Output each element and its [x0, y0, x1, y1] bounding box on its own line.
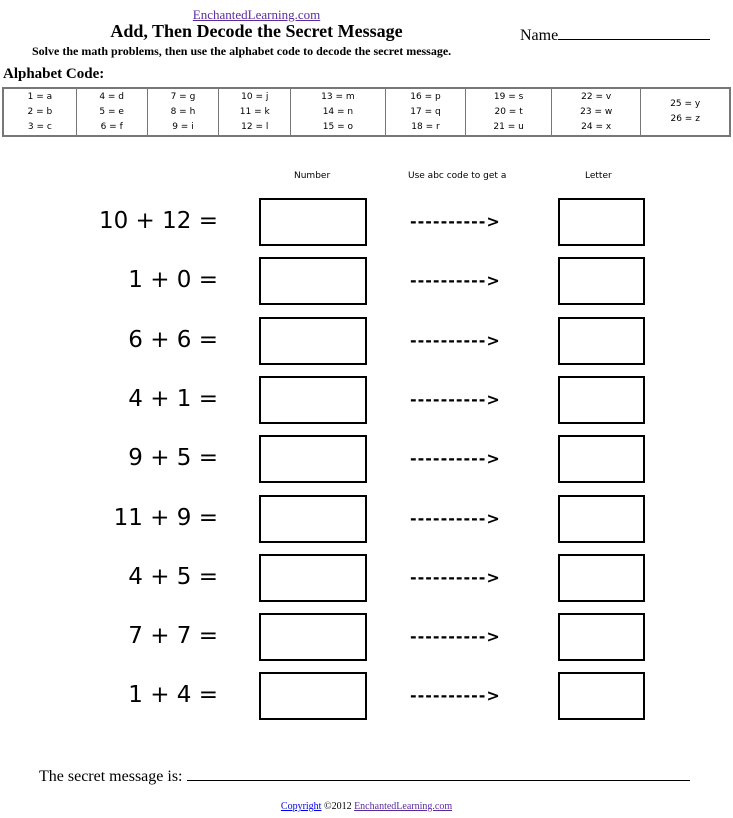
letter-answer-box[interactable]: [558, 316, 645, 365]
code-entry: 19 = s: [493, 91, 524, 102]
code-entry: 15 = o: [322, 121, 354, 132]
code-cell: 19 = s 20 = t 21 = u: [465, 87, 552, 137]
name-line: [558, 24, 711, 40]
code-entry: 1 = a: [27, 91, 53, 102]
code-entry: 26 = z: [670, 114, 700, 124]
code-cell: 16 = p 17 = q 18 = r: [384, 87, 467, 137]
arrow: ---------->: [410, 212, 501, 231]
code-entry: 21 = u: [493, 121, 524, 132]
code-entry: 23 = w: [580, 106, 613, 117]
alphabet-code-table: 1 = a 2 = b 3 = c 4 = d 5 = e 6 = f 7 = g 8 = h…: [2, 87, 731, 137]
code-cell: 13 = m 14 = n 15 = o: [290, 87, 386, 137]
code-entry: 16 = p: [410, 91, 441, 102]
code-entry: 5 = e: [99, 106, 124, 117]
letter-answer-box[interactable]: [558, 494, 645, 543]
number-answer-box[interactable]: [259, 672, 367, 721]
copyright: Copyright ©2012 EnchantedLearning.com: [0, 801, 733, 812]
code-entry: 14 = n: [322, 106, 354, 117]
letter-answer-box[interactable]: [558, 435, 645, 484]
letter-answer-box[interactable]: [558, 375, 645, 424]
letter-answer-box[interactable]: [558, 553, 645, 602]
arrow: ---------->: [410, 330, 501, 350]
code-entry: 12 = l: [241, 121, 269, 132]
number-answer-box[interactable]: [259, 198, 367, 246]
secret-answer-line: [186, 766, 690, 781]
code-entry: 25 = y: [670, 99, 701, 109]
code-entry: 2 = b: [27, 106, 53, 117]
code-entry: 17 = q: [410, 106, 441, 117]
code-cell: 1 = a 2 = b 3 = c: [2, 87, 77, 137]
secret-message: The secret message is:: [39, 766, 690, 786]
arrow: ---------->: [410, 627, 501, 647]
alphabet-code-label: Alphabet Code:: [3, 66, 105, 82]
page-title: Add, Then Decode the Secret Message: [110, 21, 403, 41]
copyright-link[interactable]: Copyright: [280, 801, 322, 812]
arrow: ---------->: [410, 686, 501, 706]
code-entry: 6 = f: [100, 121, 123, 132]
code-cell: 10 = j 11 = k 12 = l: [218, 87, 292, 137]
number-answer-box[interactable]: [259, 435, 367, 484]
math-problem: 1 + 4 =: [128, 682, 218, 709]
code-entry: 4 = d: [99, 91, 125, 102]
arrow: ---------->: [410, 567, 501, 587]
code-entry: 11 = k: [239, 106, 270, 117]
math-problem: 10 + 12 =: [98, 208, 218, 234]
math-problem: 4 + 1 =: [128, 385, 218, 412]
number-answer-box[interactable]: [259, 494, 367, 543]
code-column-header: Use abc code to get a: [408, 171, 507, 181]
letter-answer-box[interactable]: [558, 672, 645, 721]
code-cell: 25 = y 26 = z: [640, 87, 731, 137]
code-entry: 10 = j: [241, 91, 269, 102]
code-entry: 9 = i: [172, 121, 194, 132]
code-entry: 3 = c: [27, 121, 52, 132]
letter-answer-box[interactable]: [558, 613, 645, 662]
math-problem: 1 + 0 =: [128, 267, 218, 294]
math-problem: 6 + 6 =: [128, 326, 218, 353]
name-field: Name: [520, 24, 711, 45]
copyright-year: ©2012: [323, 801, 352, 812]
number-answer-box[interactable]: [259, 316, 367, 365]
letter-answer-box[interactable]: [558, 257, 645, 306]
code-entry: 22 = v: [581, 91, 612, 102]
math-problem: 4 + 5 =: [128, 563, 218, 590]
math-problem: 7 + 7 =: [128, 623, 218, 650]
code-cell: 22 = v 23 = w 24 = x: [550, 87, 642, 137]
code-entry: 8 = h: [170, 106, 196, 117]
number-answer-box[interactable]: [259, 613, 367, 662]
letter-column-header: Letter: [585, 171, 612, 181]
code-cell: 7 = g 8 = h 9 = i: [146, 87, 220, 137]
number-answer-box[interactable]: [259, 553, 367, 602]
arrow: ---------->: [410, 271, 501, 291]
arrow: ---------->: [410, 449, 501, 469]
code-entry: 24 = x: [581, 121, 612, 132]
letter-answer-box[interactable]: [558, 198, 645, 246]
code-entry: 18 = r: [411, 121, 440, 132]
number-column-header: Number: [294, 171, 331, 181]
math-problem: 11 + 9 =: [113, 504, 218, 531]
code-entry: 20 = t: [494, 106, 523, 117]
site-link[interactable]: EnchantedLearning.com: [192, 7, 321, 22]
name-label: Name: [520, 27, 559, 44]
arrow: ---------->: [410, 508, 501, 528]
math-problem: 9 + 5 =: [128, 445, 218, 472]
code-entry: 7 = g: [170, 91, 196, 102]
instructions: Solve the math problems, then use the al…: [32, 44, 452, 58]
number-answer-box[interactable]: [259, 257, 367, 306]
code-cell: 4 = d 5 = e 6 = f: [75, 87, 148, 137]
number-answer-box[interactable]: [259, 375, 367, 424]
secret-label: The secret message is:: [39, 768, 183, 785]
arrow: ---------->: [410, 389, 501, 409]
footer-site-link[interactable]: EnchantedLearning.com: [354, 801, 453, 812]
code-entry: 13 = m: [321, 91, 355, 102]
